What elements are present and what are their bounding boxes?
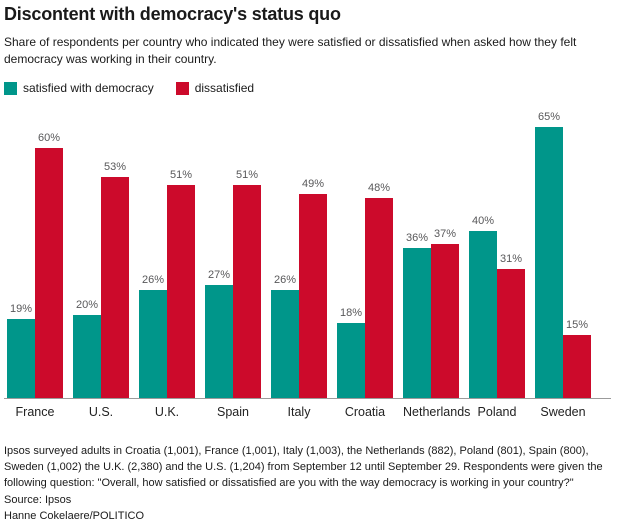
bar-value-label: 20%	[75, 299, 99, 312]
bar-satisfied	[73, 315, 101, 399]
bar-satisfied	[337, 323, 365, 399]
bar-value-label: 49%	[301, 178, 325, 191]
bar-satisfied	[469, 231, 497, 399]
bar-group: 18% 48%	[337, 182, 393, 399]
bar-group: 27% 51%	[205, 169, 261, 399]
bar-column: 20%	[73, 299, 101, 399]
category-label: Spain	[217, 405, 249, 420]
bar-column: 37%	[431, 228, 459, 399]
bar-value-label: 26%	[273, 274, 297, 287]
legend-swatch-dissatisfied-icon	[175, 81, 189, 95]
bar-column: 18%	[337, 307, 365, 399]
chart-footer: Ipsos surveyed adults in Croatia (1,001)…	[4, 444, 611, 521]
bar-value-label: 19%	[9, 303, 33, 316]
bar-column: 15%	[563, 319, 591, 399]
bar-dissatisfied	[365, 198, 393, 399]
bar-value-label: 18%	[339, 307, 363, 320]
methodology-note: Ipsos surveyed adults in Croatia (1,001)…	[4, 445, 603, 489]
bar-group: 26% 49%	[271, 178, 327, 399]
bar-value-label: 15%	[565, 319, 589, 332]
bar-column: 26%	[271, 274, 299, 399]
bar-value-label: 60%	[37, 132, 61, 145]
bar-column: 49%	[299, 178, 327, 399]
category-label: U.S.	[88, 405, 114, 420]
legend-item-satisfied: satisfied with democracy	[4, 81, 154, 95]
bar-dissatisfied	[563, 335, 591, 399]
category-label: Sweden	[540, 405, 586, 420]
bar-column: 26%	[139, 274, 167, 399]
bar-value-label: 27%	[207, 269, 231, 282]
bar-dissatisfied	[299, 194, 327, 399]
bar-satisfied	[205, 285, 233, 399]
bar-value-label: 48%	[367, 182, 391, 195]
legend-item-dissatisfied: dissatisfied	[175, 81, 255, 96]
category-labels: France U.S. U.K. Spain Italy Croatia Netherlan…	[4, 405, 611, 419]
bar-column: 51%	[233, 169, 261, 399]
chart-subtitle: Share of respondents per country who ind…	[4, 35, 577, 67]
source-line: Source: Ipsos	[4, 493, 72, 506]
chart-legend: satisfied with democracy dissatisfied	[4, 81, 611, 95]
legend-label-satisfied: satisfied with democracy	[23, 81, 154, 96]
bar-column: 19%	[7, 303, 35, 399]
page-title: Discontent with democracy's status quo	[4, 4, 341, 24]
legend-swatch-satisfied-icon	[4, 81, 17, 95]
bar-dissatisfied	[431, 244, 459, 399]
category-label: France	[15, 405, 55, 420]
bar-dissatisfied	[167, 185, 195, 399]
bar-group: 19% 60%	[7, 132, 63, 399]
bar-dissatisfied	[497, 269, 525, 399]
bar-value-label: 31%	[499, 253, 523, 266]
bar-value-label: 53%	[103, 161, 127, 174]
bar-column: 40%	[469, 215, 497, 399]
bar-value-label: 51%	[235, 169, 259, 182]
bar-group: 65% 15%	[535, 111, 591, 399]
bar-dissatisfied	[35, 148, 63, 399]
bar-column: 27%	[205, 269, 233, 399]
bar-satisfied	[139, 290, 167, 399]
legend-label-dissatisfied: dissatisfied	[194, 81, 255, 96]
bar-value-label: 37%	[433, 228, 457, 241]
bar-value-label: 36%	[405, 232, 429, 245]
bar-group: 36% 37%	[403, 228, 459, 399]
bar-satisfied	[535, 127, 563, 399]
byline: Hanne Cokelaere/POLITICO	[4, 509, 145, 521]
bar-dissatisfied	[233, 185, 261, 399]
bar-column: 65%	[535, 111, 563, 399]
category-label: Italy	[287, 405, 311, 420]
bar-dissatisfied	[101, 177, 129, 399]
bar-satisfied	[403, 248, 431, 399]
bar-chart: 19% 60% 20% 53% 26% 51% 27% 51% 26% 49% 18% 48% 36% 3…	[4, 103, 611, 419]
bar-group: 26% 51%	[139, 169, 195, 399]
bar-value-label: 26%	[141, 274, 165, 287]
bar-column: 53%	[101, 161, 129, 399]
category-label: Poland	[477, 405, 517, 420]
bar-column: 60%	[35, 132, 63, 399]
bar-value-label: 65%	[537, 111, 561, 124]
category-label: U.K.	[154, 405, 180, 420]
bar-value-label: 51%	[169, 169, 193, 182]
category-label: Croatia	[344, 405, 386, 420]
bar-group: 40% 31%	[469, 215, 525, 399]
bar-column: 48%	[365, 182, 393, 399]
bar-satisfied	[271, 290, 299, 399]
bar-column: 51%	[167, 169, 195, 399]
bar-satisfied	[7, 319, 35, 399]
category-label: Netherlands	[403, 405, 471, 420]
bar-column: 36%	[403, 232, 431, 399]
bar-group: 20% 53%	[73, 161, 129, 399]
bar-groups: 19% 60% 20% 53% 26% 51% 27% 51% 26% 49% 18% 48% 36% 3…	[4, 103, 611, 400]
bar-column: 31%	[497, 253, 525, 399]
bar-value-label: 40%	[471, 215, 495, 228]
